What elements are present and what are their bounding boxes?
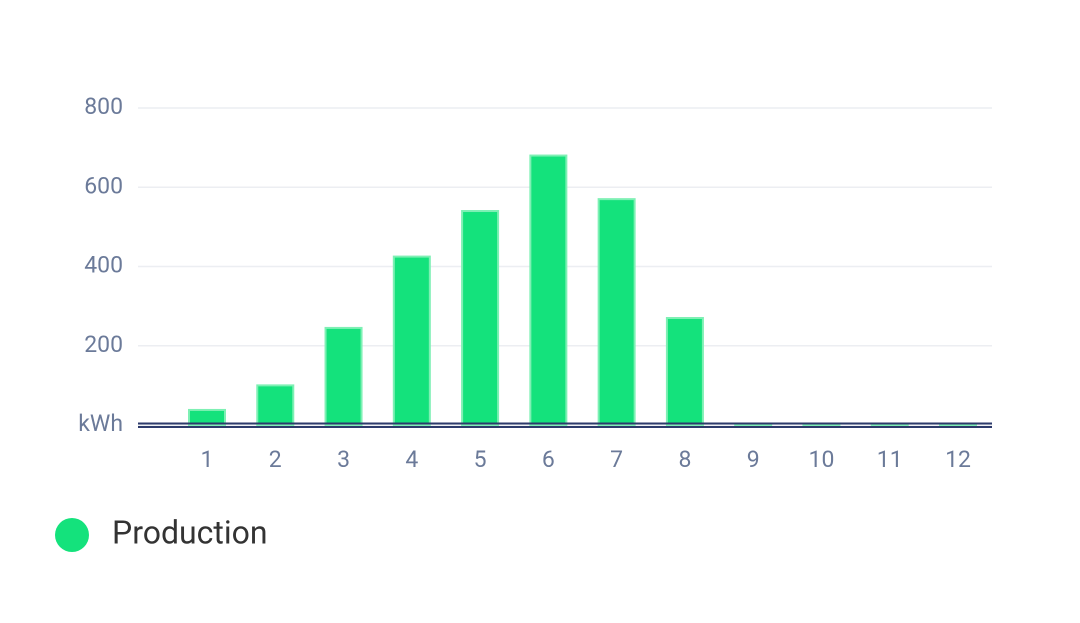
x-tick-label: 2 [269, 446, 282, 473]
bar [392, 255, 431, 426]
y-tick-label: kWh [78, 410, 123, 437]
y-tick-label: 200 [84, 331, 123, 358]
x-tick-label: 11 [877, 446, 903, 473]
x-tick-label: 12 [945, 446, 971, 473]
y-tick-label: 800 [84, 93, 123, 120]
x-tick-label: 5 [474, 446, 487, 473]
bar [597, 198, 636, 426]
legend-marker [55, 518, 89, 552]
y-tick-label: 400 [84, 252, 123, 279]
bar [529, 154, 568, 427]
x-tick-label: 1 [201, 446, 214, 473]
x-tick-label: 7 [610, 446, 623, 473]
bar [461, 210, 500, 426]
legend-label: Production [112, 513, 268, 551]
x-tick-label: 6 [542, 446, 555, 473]
bar [665, 317, 704, 427]
bar [256, 384, 295, 426]
x-tick-label: 4 [405, 446, 418, 473]
x-tick-label: 3 [337, 446, 350, 473]
x-tick-label: 9 [747, 446, 760, 473]
bar [188, 408, 226, 427]
x-tick-label: 10 [809, 446, 835, 473]
bar [324, 326, 363, 427]
x-tick-label: 8 [678, 446, 691, 473]
y-tick-label: 600 [84, 172, 123, 199]
